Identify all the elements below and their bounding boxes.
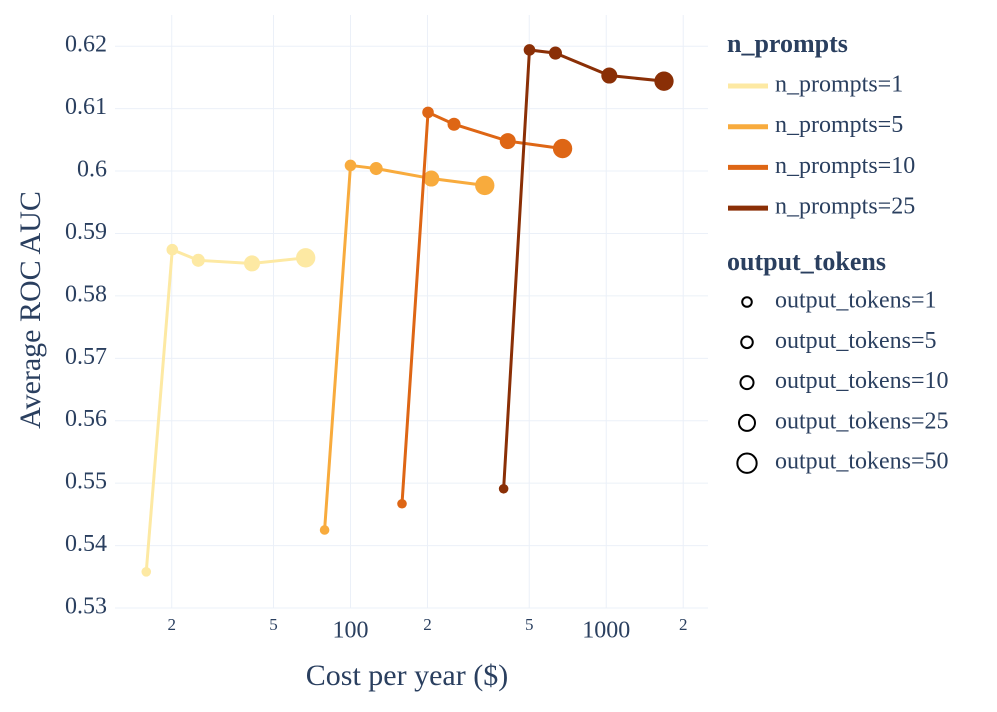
series-line: [144, 247, 306, 572]
y-tick-label: 0.62: [65, 32, 107, 58]
marker: [654, 71, 674, 91]
x-tick-label: 5: [525, 615, 534, 634]
x-tick-label: 5: [269, 615, 278, 634]
marker: [475, 175, 495, 196]
marker: [523, 44, 536, 56]
size-legend-marker: [736, 452, 758, 474]
marker: [369, 162, 383, 176]
size-legend-marker: [739, 375, 755, 391]
y-tick-label: 0.53: [65, 594, 107, 620]
grid: [115, 15, 708, 609]
x-tick-label: 2: [423, 615, 432, 634]
marker: [548, 46, 562, 60]
size-legend-marker: [740, 335, 754, 350]
marker: [319, 525, 330, 535]
legend-label: n_prompts=1: [775, 72, 903, 98]
size-legend-label: output_tokens=10: [775, 368, 949, 394]
marker: [397, 498, 407, 509]
y-tick-label: 0.58: [65, 281, 107, 307]
y-tick-label: 0.59: [65, 219, 107, 245]
marker: [498, 483, 509, 494]
size-legend-label: output_tokens=5: [775, 328, 937, 354]
size-legend-label: output_tokens=1: [775, 288, 937, 314]
marker: [552, 138, 573, 159]
x-axis-title: Cost per year ($): [306, 659, 508, 692]
series-line: [502, 48, 665, 489]
x-tick-label: 100: [332, 618, 368, 644]
marker: [601, 67, 618, 84]
y-tick-label: 0.61: [65, 94, 107, 120]
marker: [499, 133, 516, 150]
legend-label: n_prompts=5: [775, 112, 903, 138]
marker: [166, 243, 179, 256]
x-tick-label: 1000: [582, 618, 630, 644]
x-tick-label: 2: [167, 615, 176, 634]
y-axis-title: Average ROC AUC: [14, 191, 47, 429]
marker: [296, 248, 316, 268]
legend-label: n_prompts=10: [775, 153, 915, 179]
marker: [141, 566, 152, 577]
marker: [423, 170, 440, 187]
y-tick-label: 0.56: [65, 406, 107, 432]
y-tick-label: 0.6: [77, 157, 107, 183]
y-tick-label: 0.54: [65, 531, 107, 557]
legend-label: n_prompts=25: [775, 194, 915, 220]
y-tick-label: 0.57: [65, 344, 107, 370]
size-legend-label: output_tokens=25: [775, 408, 949, 434]
marker: [344, 159, 357, 172]
marker: [191, 253, 205, 267]
y-tick-label: 0.55: [65, 469, 107, 495]
marker: [447, 117, 461, 131]
marker: [244, 255, 261, 272]
x-tick-label: 2: [679, 615, 688, 634]
size-legend-title: output_tokens: [727, 247, 886, 276]
size-legend-label: output_tokens=50: [775, 449, 949, 475]
legend-title: n_prompts: [727, 29, 848, 58]
size-legend-marker: [738, 413, 756, 432]
marker: [422, 106, 434, 119]
size-legend-marker: [741, 296, 753, 308]
